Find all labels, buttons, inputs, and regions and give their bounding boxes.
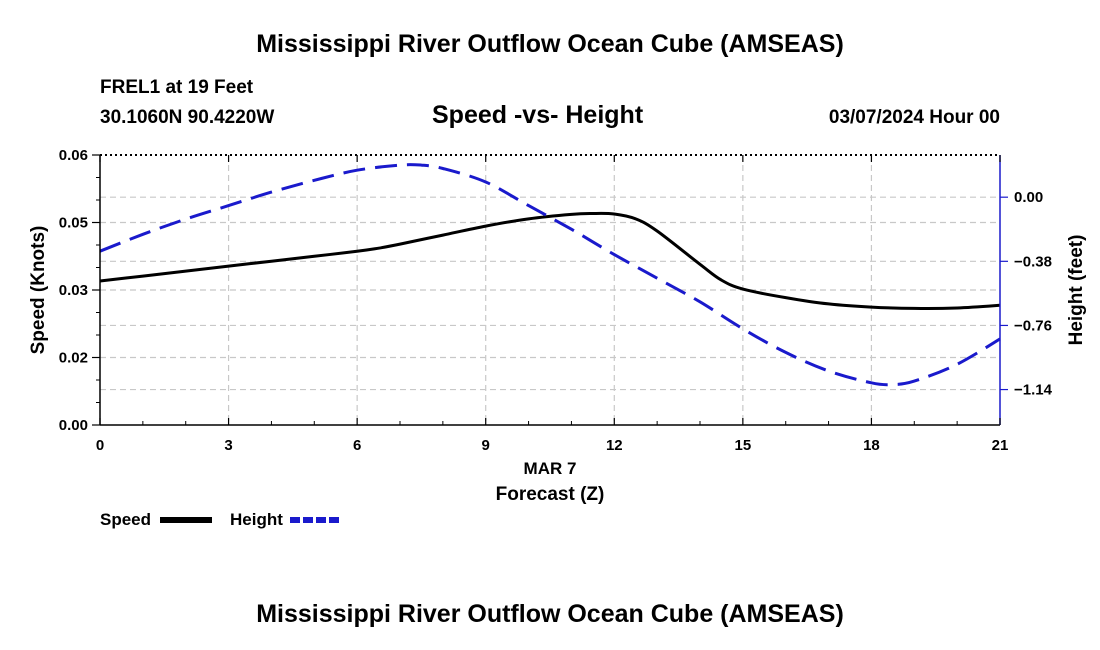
chart-title: Mississippi River Outflow Ocean Cube (AM… (256, 30, 844, 58)
y2-tick-label: −0.38 (1014, 253, 1052, 270)
y2-tick-label: −1.14 (1014, 382, 1053, 399)
x-tick-label: 15 (735, 437, 752, 454)
legend: Speed Height (100, 510, 342, 529)
station-label: FREL1 at 19 Feet (100, 77, 254, 98)
legend-speed-label: Speed (100, 510, 151, 529)
y-tick-label: 0.06 (59, 147, 88, 164)
x-tick-label: 6 (353, 437, 361, 454)
forecast-datetime: 03/07/2024 Hour 00 (828, 107, 1000, 128)
x-tick-label: 9 (482, 437, 490, 454)
x-tick-label: 3 (224, 437, 232, 454)
footer-title: Mississippi River Outflow Ocean Cube (AM… (256, 600, 844, 628)
x-axis-date-label: MAR 7 (524, 459, 577, 478)
axis-ticks: 0 3 6 9 12 15 18 21 0.00 0.02 0.03 0.05 0.06 0.00 −0.3… (59, 147, 1053, 454)
y2-axis-label: Height (feet) (1066, 235, 1087, 346)
y-tick-label: 0.00 (59, 417, 88, 434)
x-axis-label: Forecast (Z) (496, 484, 605, 505)
chart-subtitle: Speed -vs- Height (432, 101, 644, 129)
y-tick-label: 0.03 (59, 282, 88, 299)
y-tick-label: 0.02 (59, 350, 88, 367)
x-tick-label: 21 (992, 437, 1009, 454)
series-line-speed (99, 211, 1001, 310)
x-tick-label: 0 (96, 437, 104, 454)
series-line-height (99, 163, 1001, 387)
x-tick-label: 18 (863, 437, 880, 454)
station-coordinates: 30.1060N 90.4220W (100, 107, 275, 128)
series-lines (99, 163, 1001, 387)
y-tick-label: 0.05 (59, 215, 88, 232)
legend-height-label: Height (230, 510, 283, 529)
y2-tick-label: 0.00 (1014, 189, 1043, 206)
y-axis-label: Speed (Knots) (28, 226, 49, 355)
x-tick-label: 12 (606, 437, 623, 454)
y2-tick-label: −0.76 (1014, 317, 1052, 334)
grid-lines (100, 155, 1000, 425)
